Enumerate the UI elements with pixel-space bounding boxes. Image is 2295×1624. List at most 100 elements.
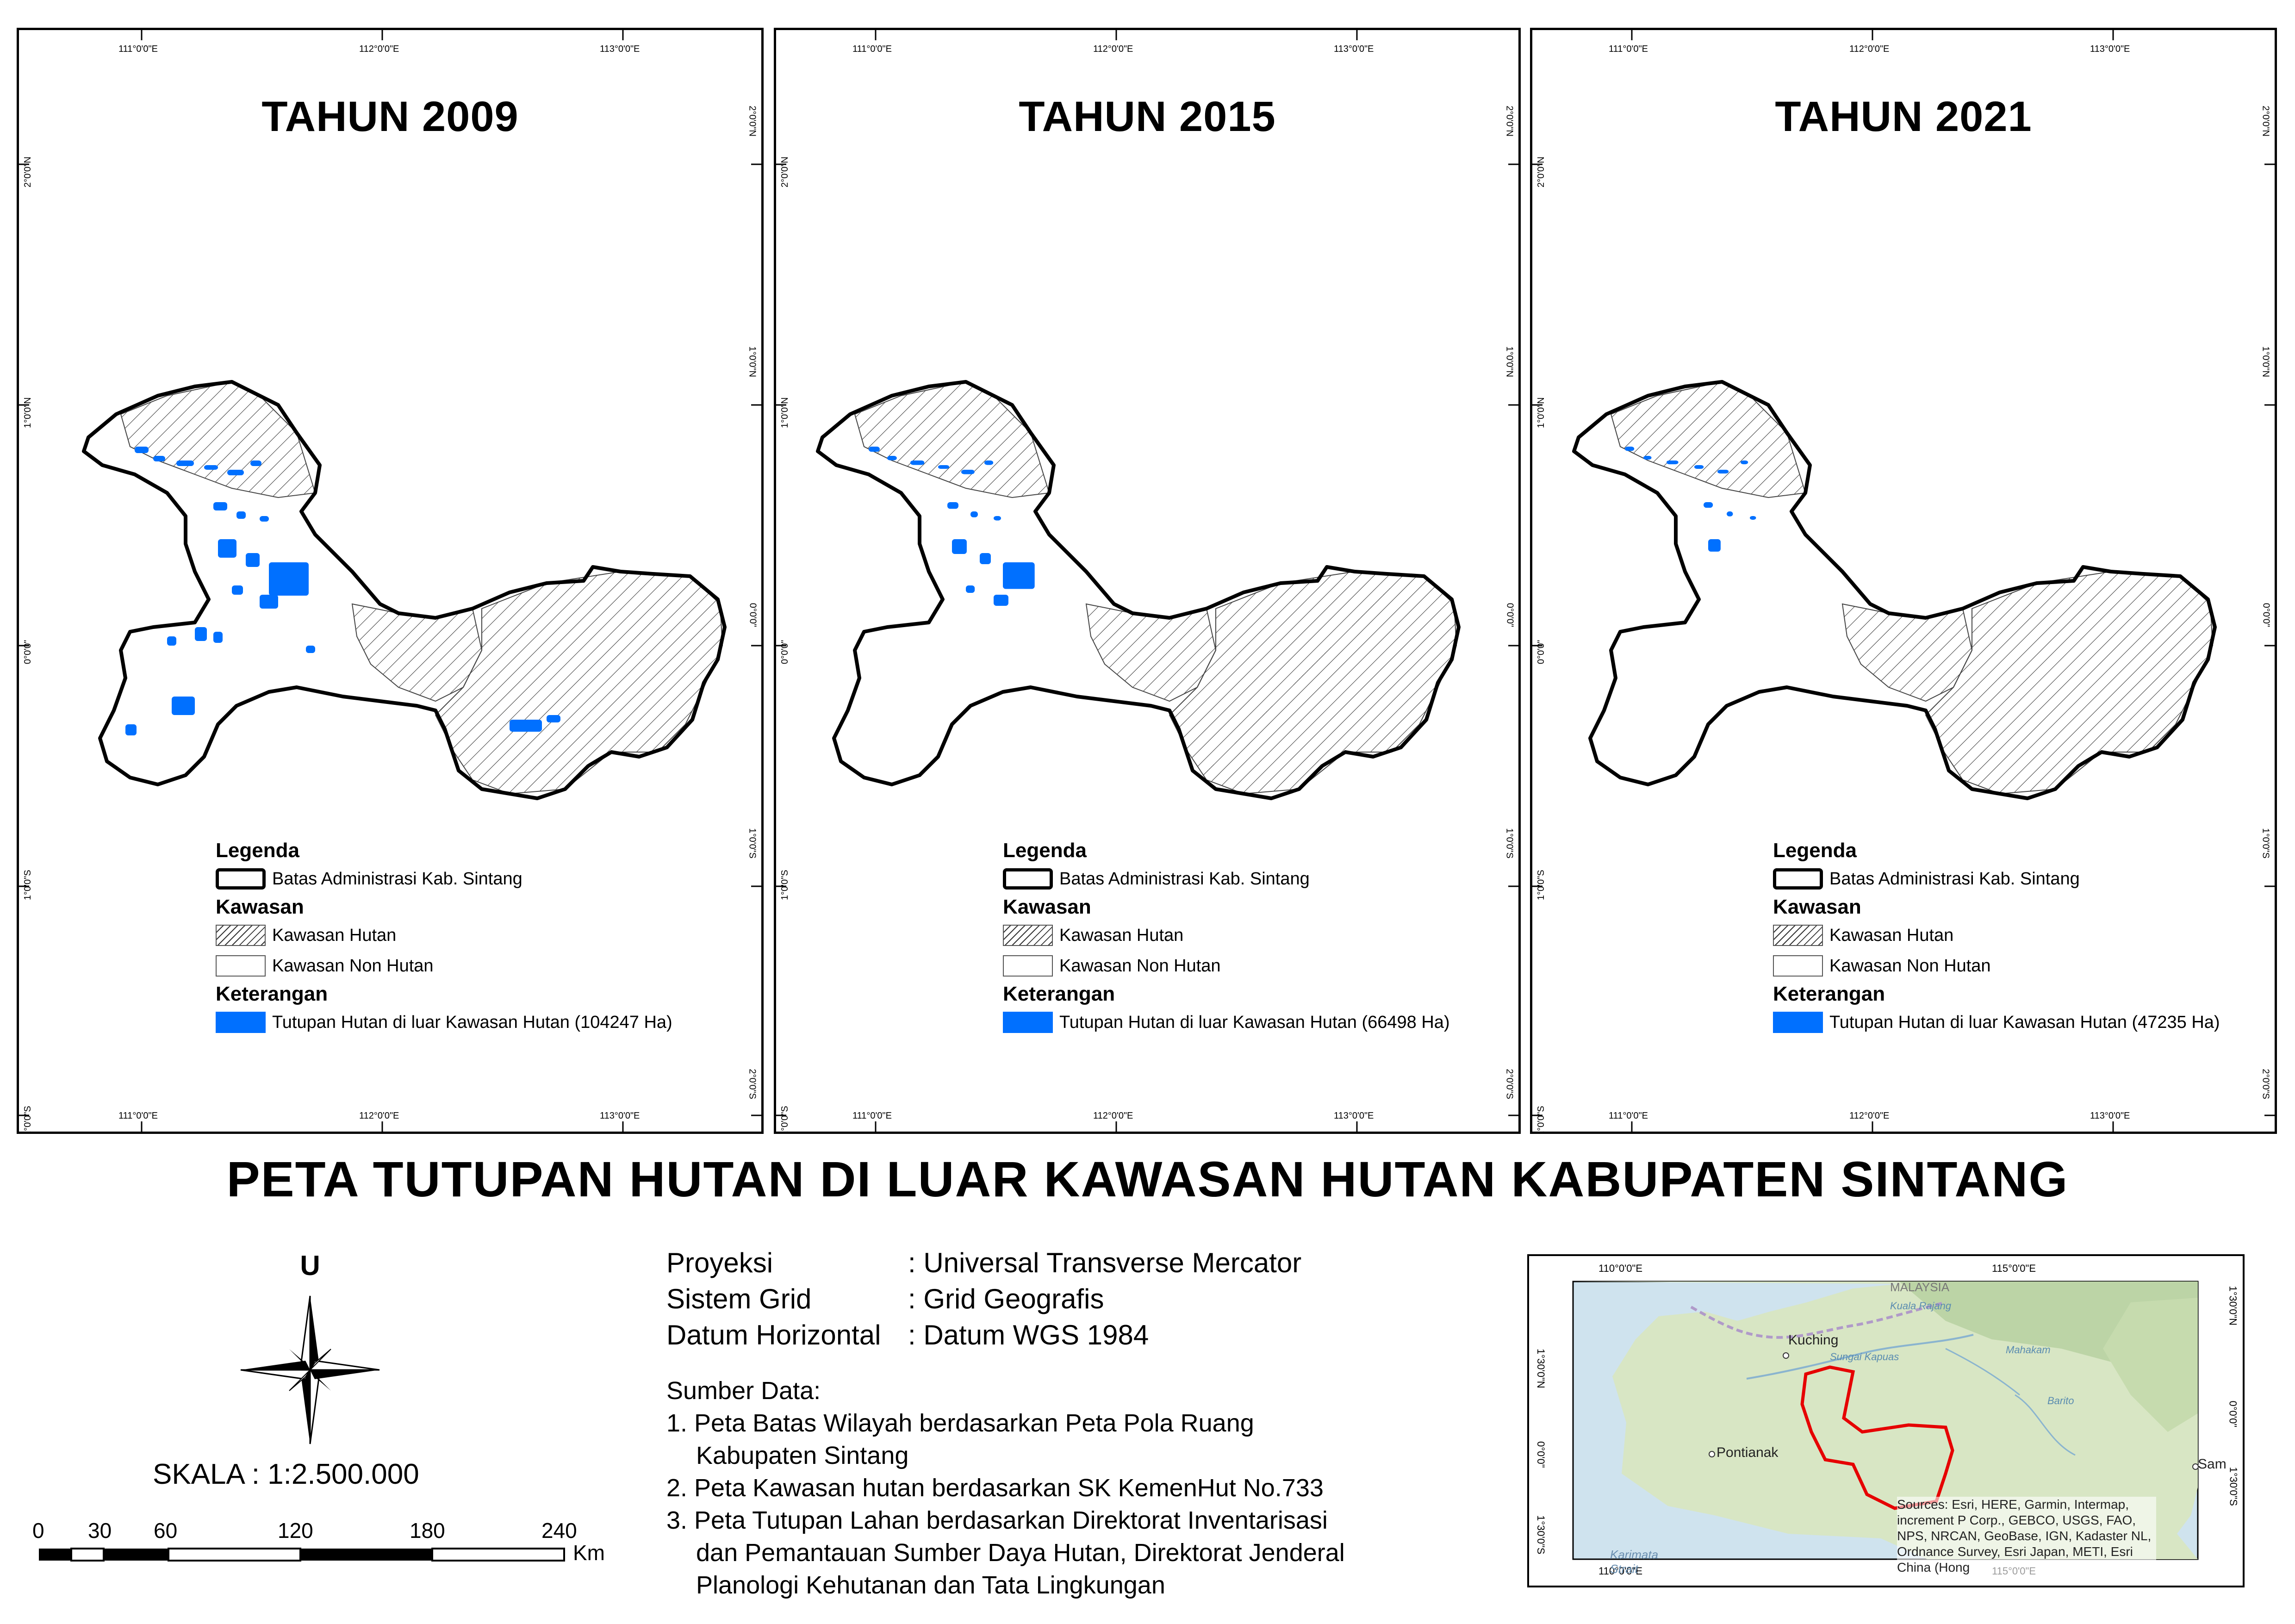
- lat-label: 1°0'0"S: [780, 870, 790, 900]
- scale-text: SKALA : 1:2.500.000: [153, 1458, 419, 1490]
- lon-label: 113°0'0"E: [2090, 44, 2130, 54]
- source-line: 3. Peta Tutupan Lahan berdasarkan Direkt…: [666, 1506, 1328, 1534]
- inset-lat-label: 1°30'0"S: [1535, 1515, 1547, 1555]
- forest-cover-patch: [1741, 460, 1748, 465]
- legend-label: Kawasan Hutan: [1829, 925, 1954, 945]
- inset-lat-label: 1°30'0"N: [2227, 1286, 2239, 1325]
- scale-tick: 180: [410, 1518, 445, 1543]
- forest-cover-patch: [994, 516, 1001, 521]
- forest-cover-patch: [1667, 460, 1679, 465]
- legend-label: Kawasan Hutan: [272, 925, 397, 945]
- forest-cover-patch: [167, 636, 176, 646]
- lon-label: 113°0'0"E: [600, 1111, 640, 1121]
- legend-item-kawasan-non-hutan: Kawasan Non Hutan: [1773, 951, 2275, 981]
- lat-label: 2°0'0"S: [2261, 1069, 2271, 1099]
- lat-label: 2°0'0"S: [747, 1069, 758, 1099]
- map-panel-2021: TAHUN 2021 111°0'0"E 112°0'0"E 113°0'0"E…: [1530, 28, 2277, 1134]
- forest-cover-patch: [172, 697, 195, 715]
- river-label: Mahakam: [2006, 1344, 2051, 1356]
- hatch-swatch: [1003, 925, 1053, 946]
- info-row-datum: Datum Horizontal: Datum WGS 1984: [666, 1317, 1301, 1353]
- compass-rose-icon: [240, 1295, 380, 1444]
- legend-label: Batas Administrasi Kab. Sintang: [272, 869, 522, 889]
- forest-cover-patch: [1003, 562, 1035, 589]
- hatch-swatch: [1773, 925, 1823, 946]
- place-label: Sam: [2198, 1456, 2227, 1472]
- forest-swatch: [1003, 1012, 1053, 1033]
- source-line: 2. Peta Kawasan hutan berdasarkan SK Kem…: [666, 1474, 1324, 1502]
- forest-cover-patch: [227, 470, 244, 475]
- forest-cover-patch: [887, 456, 897, 460]
- forest-cover-patch: [1727, 511, 1733, 516]
- scale-tick: 120: [278, 1518, 313, 1543]
- info-label: Datum Horizontal: [666, 1319, 881, 1350]
- source-line: dan Pemantauan Sumber Daya Hutan, Direkt…: [696, 1539, 1345, 1567]
- lat-label: 2°0'0"S: [1505, 1069, 1515, 1099]
- forest-cover-patch: [213, 632, 223, 643]
- north-label: U: [300, 1250, 320, 1281]
- lat-label: 0°0'0": [1536, 640, 1546, 664]
- forest-cover-patch: [938, 465, 949, 469]
- map-panel-2009: TAHUN 2009 111°0'0"E 112°0'0"E 113°0'0"E…: [17, 28, 764, 1134]
- legend-item-forest-cover: Tutupan Hutan di luar Kawasan Hutan (104…: [216, 1007, 748, 1038]
- lon-label: 113°0'0"E: [1334, 1111, 1374, 1121]
- river-label: Kuala Rajang: [1890, 1300, 1952, 1312]
- source-line: 1. Peta Batas Wilayah berdasarkan Peta P…: [666, 1409, 1254, 1437]
- legend-label: Kawasan Non Hutan: [272, 956, 434, 976]
- keterangan-heading: Keterangan: [216, 983, 328, 1005]
- inset-map: 110°0'0"E 115°0'0"E 110°0'0"E 115°0'0"E …: [1527, 1254, 2245, 1587]
- forest-cover-patch: [269, 562, 309, 596]
- country-label: MALAYSIA: [1890, 1280, 1950, 1294]
- lat-label: 2°0'0"N: [1505, 106, 1515, 137]
- river-label: Barito: [2047, 1395, 2074, 1406]
- forest-cover-patch: [260, 595, 278, 609]
- lat-label: 1°0'0"S: [1536, 870, 1546, 900]
- forest-cover-patch: [246, 553, 260, 567]
- lon-label: 113°0'0"E: [600, 44, 640, 54]
- legend: Legenda Batas Administrasi Kab. Sintang …: [216, 838, 748, 1038]
- lat-label: 1°0'0"N: [1536, 397, 1546, 428]
- lon-label: 111°0'0"E: [852, 44, 892, 54]
- inset-lat-label: 1°30'0"N: [1535, 1349, 1547, 1388]
- lon-label: 111°0'0"E: [118, 1111, 158, 1121]
- lon-label: 111°0'0"E: [1609, 44, 1648, 54]
- forest-cover-patch: [961, 470, 975, 474]
- lat-label: 0°0'0": [23, 640, 33, 664]
- graticule-ticks: [19, 30, 761, 1132]
- scale-tick: 0: [32, 1518, 44, 1543]
- scale-tick: 30: [88, 1518, 112, 1543]
- legend: Legenda Batas Administrasi Kab. Sintang …: [1773, 838, 2275, 1038]
- forest-cover-patch: [910, 460, 925, 465]
- forest-cover-patch: [1704, 502, 1713, 508]
- forest-cover-patch: [232, 585, 243, 595]
- plain-swatch: [216, 955, 266, 977]
- plain-swatch: [1773, 955, 1823, 977]
- district-boundary: [816, 380, 1461, 800]
- kawasan-heading: Kawasan: [216, 896, 304, 918]
- legend-item-boundary: Batas Administrasi Kab. Sintang: [1773, 864, 2275, 894]
- forest-cover-patch: [218, 539, 236, 558]
- legend-heading: Legenda: [1773, 839, 1857, 862]
- forest-cover-patch: [213, 502, 227, 510]
- legend-heading: Legenda: [1003, 839, 1087, 862]
- district-map: [82, 380, 727, 800]
- north-arrow: U: [231, 1250, 389, 1444]
- boundary-swatch: [216, 868, 266, 890]
- legend-item-boundary: Batas Administrasi Kab. Sintang: [1003, 864, 1518, 894]
- lat-label: 2°0'0"S: [780, 1106, 790, 1134]
- info-row-grid: Sistem Grid: Grid Geografis: [666, 1281, 1301, 1317]
- lat-label: 0°0'0": [747, 603, 758, 627]
- legend-label: Tutupan Hutan di luar Kawasan Hutan (472…: [1829, 1012, 2220, 1032]
- legend: Legenda Batas Administrasi Kab. Sintang …: [1003, 838, 1518, 1038]
- lon-label: 113°0'0"E: [1334, 44, 1374, 54]
- forest-cover-patch: [1625, 447, 1635, 451]
- map-frame-2015: [776, 30, 1518, 1132]
- inset-lat-label: 0°0'0": [2227, 1400, 2239, 1427]
- place-label: Pontianak: [1717, 1445, 1779, 1460]
- lon-label: 112°0'0"E: [359, 1111, 399, 1121]
- lat-label: 2°0'0"N: [2261, 106, 2271, 137]
- kawasan-heading: Kawasan: [1003, 896, 1091, 918]
- graticule-ticks: [1532, 30, 2275, 1132]
- forest-cover-patch: [994, 595, 1008, 606]
- forest-cover-patch: [547, 715, 560, 722]
